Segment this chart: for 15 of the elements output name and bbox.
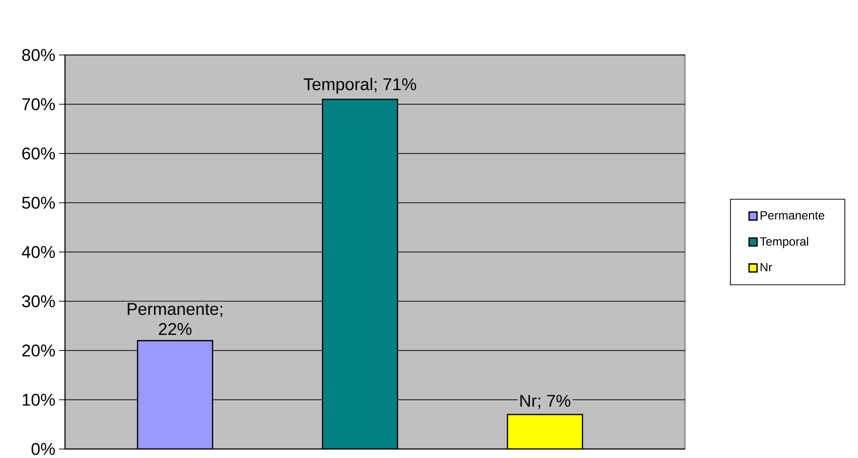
y-tick-label: 30%	[22, 295, 55, 308]
data-label: Permanente; 22%	[128, 303, 222, 335]
y-tick-label: 80%	[22, 48, 55, 62]
y-tick-label: 60%	[22, 147, 55, 160]
y-tick-label: 20%	[22, 344, 55, 357]
legend-label: Nr	[760, 263, 772, 272]
data-label: Temporal; 71%	[304, 78, 416, 94]
y-tick-label: 10%	[22, 394, 55, 406]
y-tick-label: 0%	[32, 442, 55, 456]
legend-label: Permanente	[760, 211, 824, 220]
y-tick-label: 50%	[22, 196, 55, 209]
y-tick-label: 40%	[22, 246, 55, 258]
data-label: Nr; 7%	[520, 394, 570, 409]
y-tick-label: 70%	[22, 98, 55, 110]
legend-label: Temporal	[760, 236, 808, 248]
